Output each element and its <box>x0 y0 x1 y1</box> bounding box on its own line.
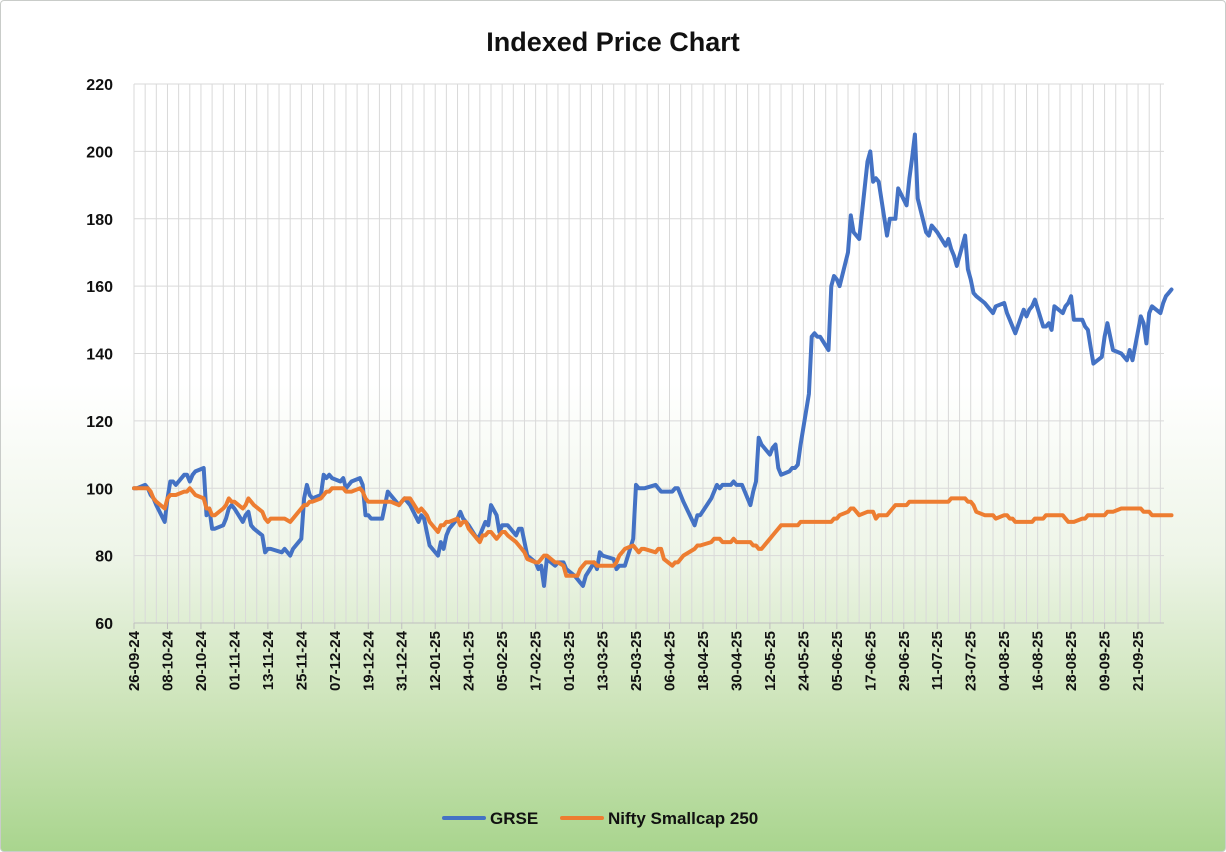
x-tick-label: 25-03-25 <box>628 631 645 691</box>
legend-label-grse: GRSE <box>490 809 538 828</box>
x-tick-label: 24-05-25 <box>795 631 812 691</box>
x-tick-label: 13-11-24 <box>260 630 277 690</box>
x-tick-label: 11-07-25 <box>929 631 946 690</box>
x-tick-label: 13-03-25 <box>595 631 612 691</box>
gridlines <box>133 83 1164 624</box>
x-tick-label: 17-06-25 <box>862 631 879 691</box>
y-tick-label: 60 <box>95 616 113 633</box>
x-tick-label: 01-11-24 <box>226 630 243 690</box>
y-tick-label: 220 <box>86 77 113 94</box>
x-tick-label: 16-08-25 <box>1030 631 1047 691</box>
chart-title: Indexed Price Chart <box>486 27 740 57</box>
x-tick-label: 04-08-25 <box>996 631 1013 691</box>
y-tick-label: 80 <box>95 549 113 566</box>
x-tick-label: 08-10-24 <box>159 630 176 691</box>
x-tick-label: 17-02-25 <box>528 631 545 691</box>
y-tick-label: 140 <box>86 347 113 364</box>
x-tick-label: 19-12-24 <box>360 630 377 691</box>
x-tick-label: 21-09-25 <box>1130 631 1147 691</box>
series-line-nifty-smallcap-250 <box>132 486 1174 578</box>
x-tick-label: 24-01-25 <box>461 631 478 691</box>
x-tick-label: 05-02-25 <box>494 631 511 691</box>
y-tick-label: 100 <box>86 481 113 498</box>
legend[interactable]: GRSE Nifty Smallcap 250 <box>442 809 758 828</box>
x-tick-label: 12-05-25 <box>762 631 779 691</box>
y-tick-label: 120 <box>86 414 113 431</box>
x-tick-label: 06-04-25 <box>661 631 678 691</box>
x-tick-label: 07-12-24 <box>327 630 344 691</box>
x-tick-label: 29-06-25 <box>896 631 913 691</box>
x-tick-label: 30-04-25 <box>728 631 745 691</box>
x-tick-label: 20-10-24 <box>193 630 210 691</box>
x-tick-label: 26-09-24 <box>126 630 143 691</box>
x-tick-label: 12-01-25 <box>427 631 444 691</box>
series-lines <box>132 132 1174 588</box>
x-tick-label: 05-06-25 <box>829 631 846 691</box>
series-line-grse <box>132 132 1174 588</box>
x-tick-label: 28-08-25 <box>1063 631 1080 691</box>
x-tick-label: 25-11-24 <box>293 630 310 690</box>
y-tick-label: 160 <box>86 279 113 296</box>
x-tick-label: 18-04-25 <box>695 631 712 691</box>
y-axis: 60 80 100 120 140 160 180 200 220 <box>86 77 113 633</box>
y-tick-label: 200 <box>86 144 113 161</box>
x-tick-label: 23-07-25 <box>963 631 980 691</box>
y-tick-label: 180 <box>86 212 113 229</box>
x-tick-label: 09-09-25 <box>1097 631 1114 691</box>
x-tick-label: 31-12-24 <box>394 630 411 691</box>
x-tick-label: 01-03-25 <box>561 631 578 691</box>
legend-label-nifty-smallcap-250: Nifty Smallcap 250 <box>608 809 758 828</box>
x-axis: 26-09-24 08-10-24 20-10-24 01-11-24 13-11-24… <box>126 622 1164 691</box>
